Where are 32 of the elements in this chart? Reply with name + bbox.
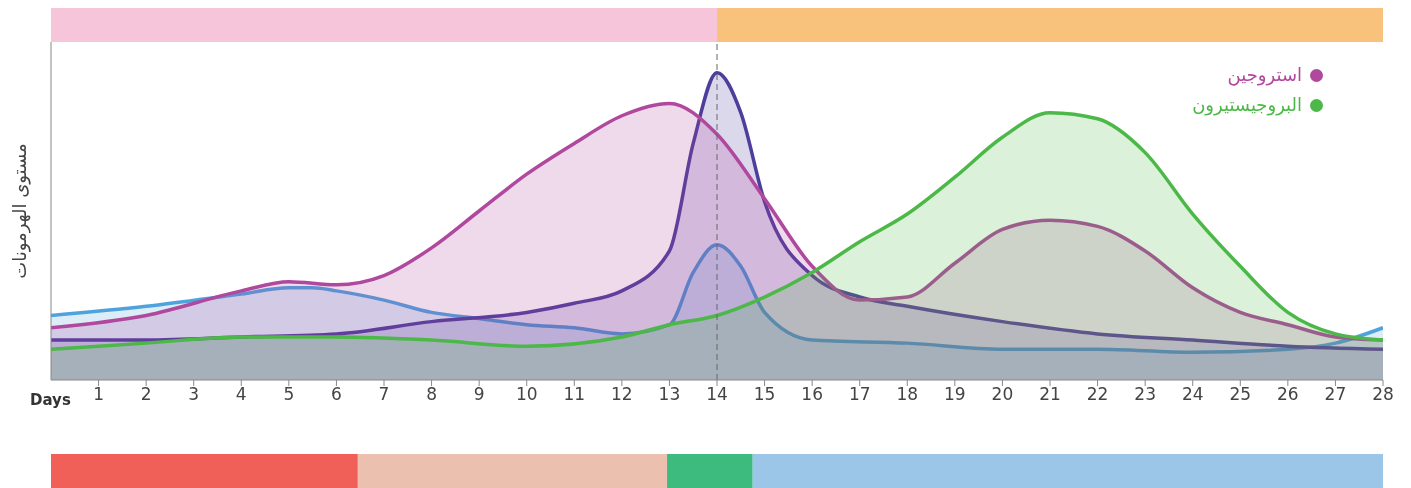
x-tick-label: 2	[140, 384, 152, 405]
x-tick-label: 9	[473, 384, 485, 405]
x-tick-label: 10	[515, 384, 538, 405]
x-tick-label: 25	[1229, 384, 1252, 405]
x-tick-label: 15	[753, 384, 776, 405]
x-tick-label: 8	[426, 384, 437, 405]
x-tick-label: 4	[235, 384, 247, 405]
x-tick-label: 6	[331, 384, 342, 405]
x-tick-label: 20	[991, 384, 1014, 405]
x-tick-label: 18	[896, 384, 919, 405]
x-tick-label: 23	[1134, 384, 1156, 405]
x-tick-label: 1	[93, 384, 104, 405]
y-axis-title: مستوى الهرمونات	[9, 143, 32, 279]
x-tick-label: 21	[1039, 384, 1061, 405]
x-tick-label: 12	[611, 384, 633, 405]
x-tick-label: 5	[283, 384, 295, 405]
x-tick-label: 28	[1372, 384, 1394, 405]
x-tick-label: 19	[944, 384, 966, 405]
x-tick-label: 24	[1181, 384, 1204, 405]
x-tick-label: 3	[188, 384, 200, 405]
x-tick-label: 16	[801, 384, 823, 405]
legend-label: البروجيستيرون	[1192, 93, 1302, 118]
x-tick-label: 17	[848, 384, 871, 405]
x-axis-title: Days	[30, 391, 71, 409]
x-tick-label: 22	[1086, 384, 1109, 405]
x-tick-label: 14	[706, 384, 728, 405]
x-tick-label: 26	[1277, 384, 1299, 405]
x-tick-label: 13	[658, 384, 681, 405]
legend-label: استروجين	[1227, 63, 1302, 88]
x-tick-label: 11	[563, 384, 586, 405]
x-tick-label: 7	[378, 384, 390, 405]
x-tick-label: 27	[1324, 384, 1347, 405]
